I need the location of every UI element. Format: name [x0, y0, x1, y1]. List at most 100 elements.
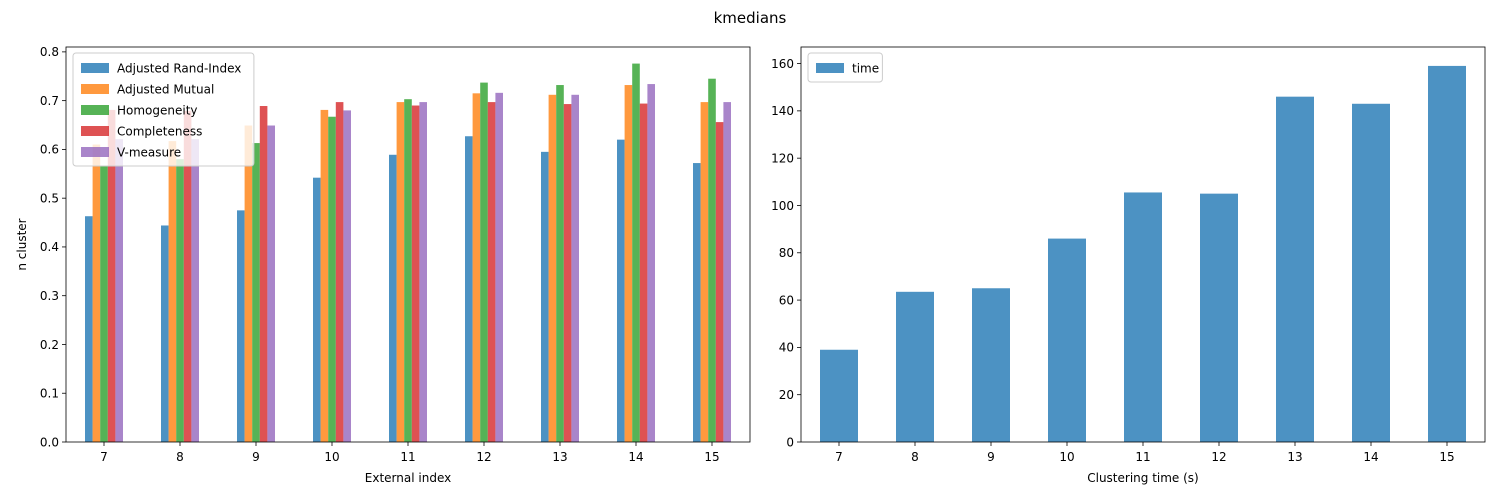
legend-label-completeness: Completeness — [117, 125, 202, 139]
bar-completeness-8 — [183, 110, 192, 442]
bar-adjusted-rand-index-11 — [389, 154, 397, 442]
legend-label-time: time — [852, 62, 879, 76]
bar-completeness-12 — [487, 102, 496, 442]
bar-v-measure-10 — [343, 110, 351, 443]
y-tick-label-0: 0 — [786, 435, 794, 449]
y-tick-label-0.8: 0.8 — [40, 45, 59, 59]
bar-completeness-14 — [639, 103, 648, 442]
x-tick-label-15: 15 — [704, 450, 719, 464]
bar-v-measure-12 — [495, 92, 503, 442]
bar-adjusted-mutual-7 — [92, 144, 101, 442]
bar-adjusted-rand-index-9 — [237, 210, 245, 442]
bar-time-7 — [820, 349, 858, 442]
bar-adjusted-rand-index-10 — [313, 177, 321, 442]
x-tick-label-7: 7 — [835, 450, 843, 464]
x-tick-label-13: 13 — [1287, 450, 1302, 464]
bar-adjusted-rand-index-8 — [161, 225, 169, 442]
legend-box — [72, 52, 255, 167]
legend-swatch-adjusted-mutual — [81, 84, 109, 94]
bar-v-measure-13 — [571, 94, 579, 442]
bar-homogeneity-14 — [632, 63, 640, 442]
bar-adjusted-mutual-11 — [396, 102, 405, 442]
bar-completeness-7 — [107, 109, 116, 442]
figure-suptitle: kmedians — [714, 9, 787, 27]
x-tick-label-14: 14 — [1363, 450, 1378, 464]
x-tick-label-9: 9 — [987, 450, 995, 464]
bar-adjusted-rand-index-7 — [85, 216, 93, 442]
y-tick-label-40: 40 — [779, 341, 794, 355]
legend-box — [807, 52, 883, 83]
y-tick-label-120: 120 — [771, 151, 794, 165]
legend-label-adjusted-rand-index: Adjusted Rand-Index — [117, 62, 241, 76]
legend-swatch-homogeneity — [81, 105, 109, 115]
bar-completeness-11 — [411, 105, 420, 443]
x-tick-label-12: 12 — [476, 450, 491, 464]
legend: Adjusted Rand-Index Adjusted Mutual Homoge… — [72, 52, 255, 167]
x-tick-label-8: 8 — [911, 450, 919, 464]
bar-time-13 — [1276, 96, 1314, 443]
y-tick-label-0.3: 0.3 — [40, 289, 59, 303]
legend-swatch-time — [816, 63, 844, 73]
bar-adjusted-mutual-15 — [700, 102, 709, 442]
y-tick-label-0.5: 0.5 — [40, 191, 59, 205]
bar-adjusted-mutual-12 — [472, 93, 481, 442]
bar-completeness-9 — [259, 106, 268, 442]
bar-time-8 — [896, 291, 934, 442]
bar-homogeneity-8 — [176, 159, 184, 442]
x-tick-label-15: 15 — [1439, 450, 1454, 464]
y-tick-label-0.2: 0.2 — [40, 338, 59, 352]
bar-adjusted-mutual-13 — [548, 94, 557, 442]
legend-swatch-adjusted-rand-index — [81, 63, 109, 73]
bar-adjusted-rand-index-15 — [693, 163, 701, 442]
bar-adjusted-rand-index-12 — [465, 136, 473, 443]
bar-v-measure-7 — [115, 139, 123, 443]
y-tick-label-140: 140 — [771, 104, 794, 118]
bar-v-measure-14 — [647, 84, 655, 442]
bar-v-measure-8 — [191, 139, 199, 443]
x-axis-label: External index — [365, 471, 451, 485]
bar-time-15 — [1428, 65, 1466, 443]
y-tick-label-20: 20 — [779, 388, 794, 402]
bar-adjusted-rand-index-14 — [617, 139, 625, 442]
bar-homogeneity-10 — [328, 116, 336, 442]
bar-adjusted-mutual-8 — [168, 141, 177, 442]
bar-time-14 — [1352, 103, 1390, 443]
y-tick-label-0.7: 0.7 — [40, 94, 59, 108]
x-tick-label-11: 11 — [400, 450, 415, 464]
y-tick-label-100: 100 — [771, 199, 794, 213]
bar-completeness-10 — [335, 102, 344, 442]
bar-v-measure-11 — [419, 102, 427, 442]
bar-adjusted-mutual-14 — [624, 85, 633, 442]
x-tick-label-13: 13 — [552, 450, 567, 464]
bar-time-9 — [972, 288, 1010, 442]
y-tick-label-0.6: 0.6 — [40, 143, 59, 157]
y-tick-label-0.4: 0.4 — [40, 240, 59, 254]
y-tick-label-160: 160 — [771, 57, 794, 71]
x-tick-label-8: 8 — [176, 450, 184, 464]
bar-adjusted-mutual-10 — [320, 109, 329, 442]
legend: time — [807, 52, 883, 83]
bar-homogeneity-13 — [556, 85, 564, 442]
bar-v-measure-9 — [267, 125, 275, 442]
x-axis-label: Clustering time (s) — [1087, 471, 1199, 485]
legend-swatch-v-measure — [81, 147, 109, 157]
legend-label-adjusted-mutual: Adjusted Mutual — [117, 83, 214, 97]
y-tick-label-60: 60 — [779, 293, 794, 307]
x-tick-label-10: 10 — [324, 450, 339, 464]
x-tick-label-14: 14 — [628, 450, 643, 464]
y-tick-label-80: 80 — [779, 246, 794, 260]
x-tick-label-10: 10 — [1059, 450, 1074, 464]
chart-clustering-time: 7 8 9 10 11 12 13 14 15 0 20 40 60 80 100 120 140 160 Clus… — [771, 46, 1486, 485]
y-tick-label-0.0: 0.0 — [40, 435, 59, 449]
bar-adjusted-rand-index-13 — [541, 151, 549, 442]
y-axis-label: n cluster — [15, 218, 29, 270]
bar-time-11 — [1124, 192, 1162, 442]
x-tick-label-7: 7 — [100, 450, 108, 464]
bar-homogeneity-15 — [708, 78, 716, 442]
bar-time-10 — [1048, 238, 1086, 442]
legend-swatch-completeness — [81, 126, 109, 136]
bar-homogeneity-9 — [252, 143, 260, 442]
legend-label-v-measure: V-measure — [117, 146, 181, 160]
bar-adjusted-mutual-9 — [244, 125, 253, 442]
bar-completeness-13 — [563, 104, 572, 442]
